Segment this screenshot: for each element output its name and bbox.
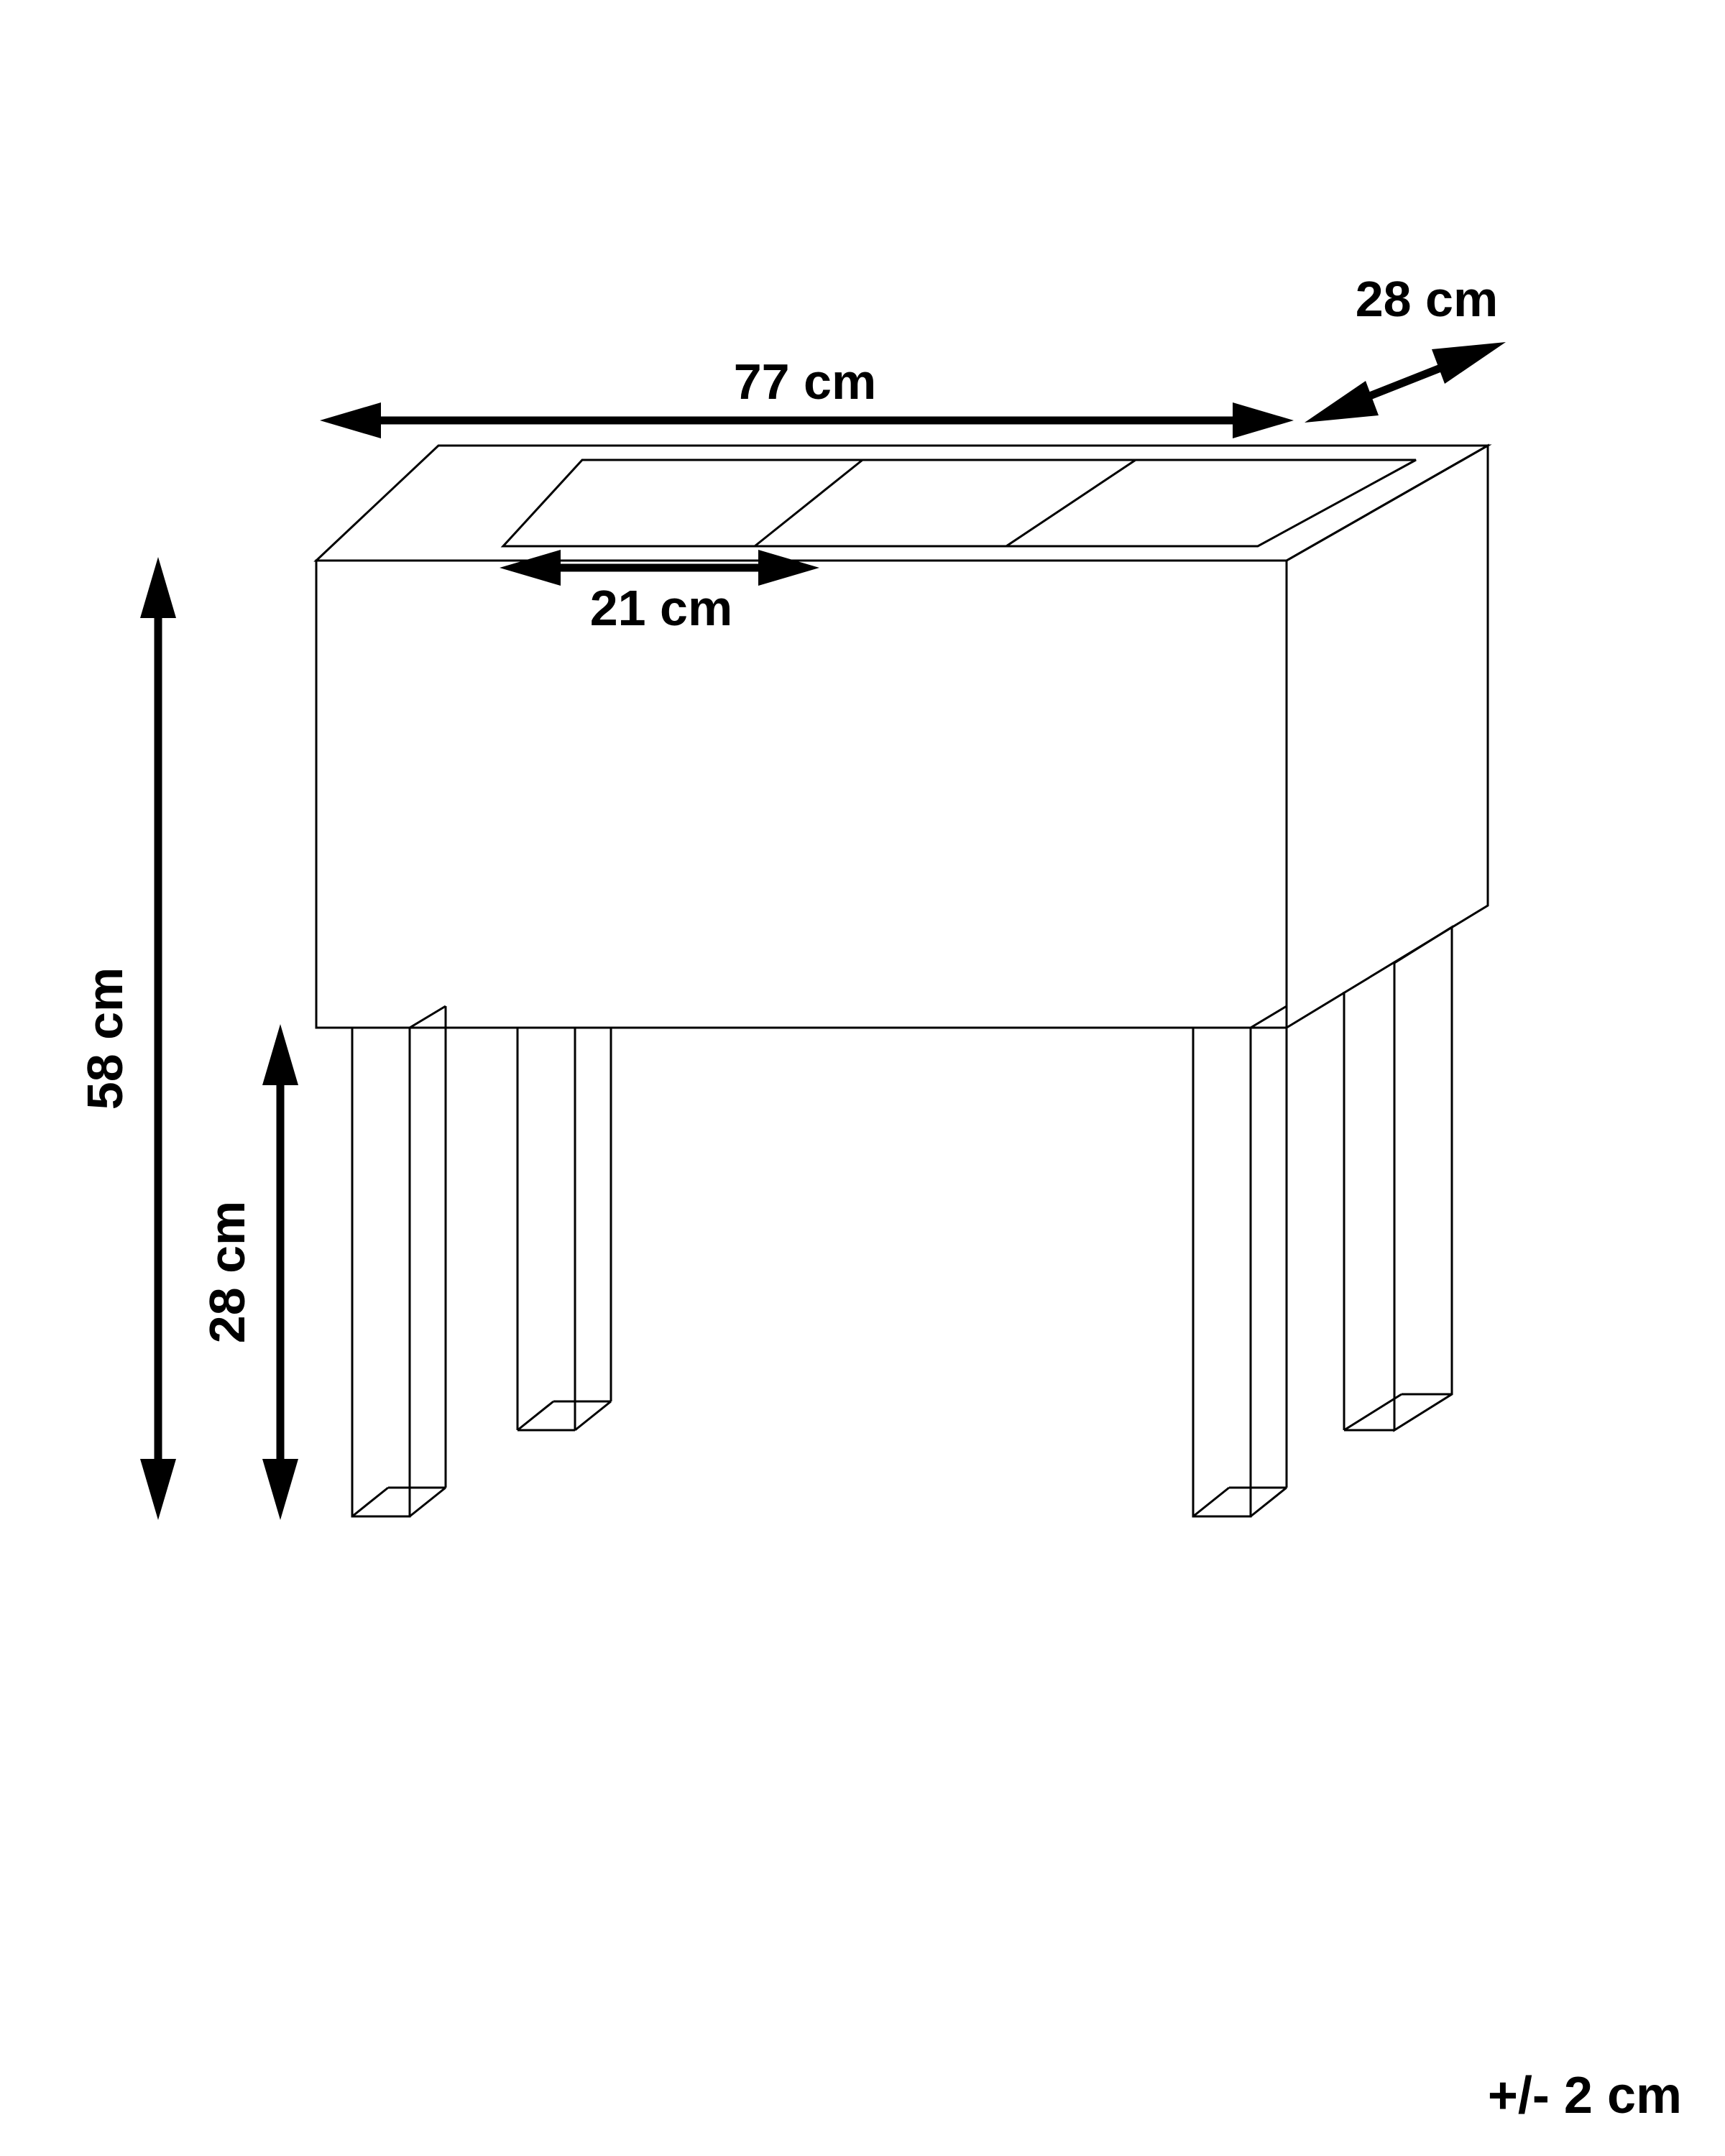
arrow-depth-head-right (1432, 342, 1506, 384)
label-height: 58 cm (77, 967, 133, 1110)
leg-fr-top-side (1251, 1006, 1287, 1028)
front-face (316, 561, 1287, 1028)
arrow-compartment-head-right (758, 550, 819, 586)
arrow-compartment-head-left (500, 550, 561, 586)
arrow-height-head-top (140, 557, 176, 618)
leg-br-bottom-diag (1344, 1394, 1402, 1430)
leg-bl-bottom-diag2 (518, 1401, 553, 1430)
leg-fl-bottom-back (352, 1488, 388, 1516)
compartment-div-1 (755, 460, 862, 546)
label-depth: 28 cm (1356, 271, 1498, 327)
top-face (316, 446, 1488, 561)
leg-fr-bottom-back (1193, 1488, 1229, 1516)
label-tolerance: +/- 2 cm (1488, 2067, 1682, 2124)
arrow-leg-height-head-top (262, 1024, 298, 1085)
leg-front-left (352, 1028, 410, 1516)
arrow-width-head-right (1233, 402, 1294, 438)
compartment-outline (503, 460, 1416, 546)
label-leg-height: 28 cm (199, 1201, 255, 1343)
side-face (1287, 446, 1488, 1028)
compartment-div-2 (1006, 460, 1136, 546)
leg-fl-side (410, 1488, 446, 1516)
label-width: 77 cm (734, 354, 876, 410)
leg-fr-side (1251, 1488, 1287, 1516)
leg-front-right (1193, 1028, 1251, 1516)
label-compartment: 21 cm (590, 580, 732, 636)
dimension-diagram: 77 cm 28 cm 21 cm 58 cm 28 cm +/- 2 cm (0, 0, 1725, 2156)
arrow-depth-head-left (1305, 381, 1379, 423)
arrow-width-head-left (320, 402, 381, 438)
arrow-leg-height-head-bottom (262, 1459, 298, 1520)
arrow-height-head-bottom (140, 1459, 176, 1520)
leg-fl-top-side (410, 1006, 446, 1028)
leg-bl-bottom-diag (575, 1401, 611, 1430)
leg-back-right (1394, 927, 1452, 1430)
